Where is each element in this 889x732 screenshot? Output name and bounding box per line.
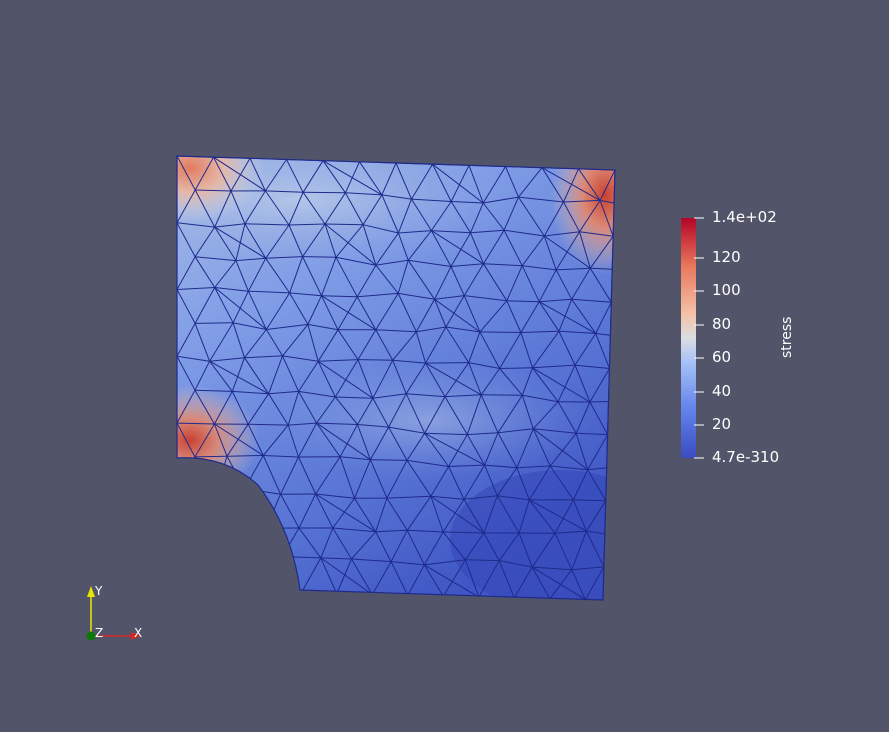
- colorbar-label-max: 1.4e+02: [712, 208, 777, 226]
- colorbar-title: stress: [779, 317, 795, 358]
- y-axis-arrowhead: [87, 586, 95, 597]
- colorbar-label-80: 80: [712, 315, 731, 333]
- colorbar-label-min: 4.7e-310: [712, 448, 779, 466]
- colorbar-label-100: 100: [712, 281, 741, 299]
- colorbar-label-40: 40: [712, 382, 731, 400]
- colorbar-label-20: 20: [712, 415, 731, 433]
- colorbar-label-60: 60: [712, 348, 731, 366]
- colorbar-label-120: 120: [712, 248, 741, 266]
- z-axis-label: Z: [95, 626, 103, 640]
- colorbar-gradient: [681, 218, 696, 458]
- y-axis-label: Y: [95, 584, 102, 598]
- x-axis-label: X: [134, 626, 142, 640]
